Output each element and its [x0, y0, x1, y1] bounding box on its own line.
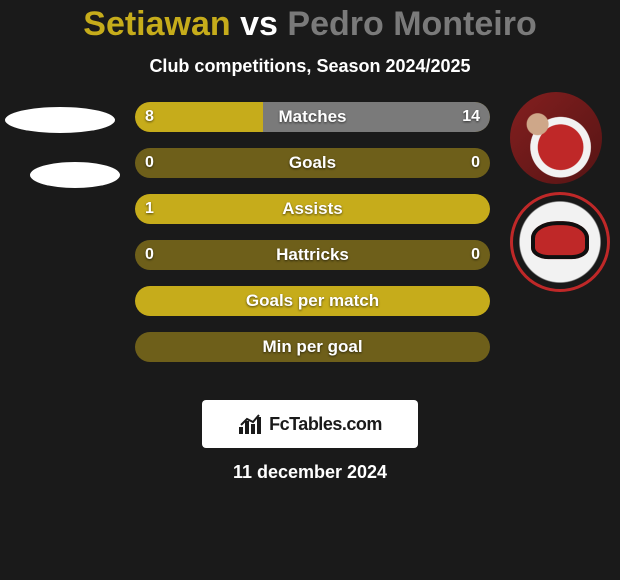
- stat-bars: 814Matches 00Goals 1Assists 00Hattricks Goal…: [135, 102, 490, 378]
- stat-bar-row: Goals per match: [135, 286, 490, 316]
- stat-label: Hattricks: [135, 245, 490, 265]
- white-ellipse: [5, 107, 115, 133]
- stat-bar-row: 814Matches: [135, 102, 490, 132]
- stats-area: 814Matches 00Goals 1Assists 00Hattricks Goal…: [0, 102, 620, 392]
- stat-label: Min per goal: [135, 337, 490, 357]
- vs-text: vs: [240, 5, 278, 43]
- comparison-infographic: Setiawan vs Pedro Monteiro Club competit…: [0, 0, 620, 580]
- stat-label: Assists: [135, 199, 490, 219]
- stat-label: Matches: [135, 107, 490, 127]
- main-title: Setiawan vs Pedro Monteiro: [0, 5, 620, 44]
- date-text: 11 december 2024: [0, 462, 620, 483]
- stat-bar-row: 00Hattricks: [135, 240, 490, 270]
- watermark-box: FcTables.com: [202, 400, 418, 448]
- watermark-text: FcTables.com: [269, 414, 382, 435]
- white-ellipse: [30, 162, 120, 188]
- player2-name: Pedro Monteiro: [287, 5, 536, 43]
- stat-bar-row: 00Goals: [135, 148, 490, 178]
- stat-label: Goals: [135, 153, 490, 173]
- fctables-icon: [238, 413, 264, 435]
- stat-bar-row: 1Assists: [135, 194, 490, 224]
- player1-name: Setiawan: [83, 5, 230, 43]
- club-crest-circle: [510, 192, 610, 292]
- player-photo-circle: [510, 92, 602, 184]
- subtitle: Club competitions, Season 2024/2025: [0, 56, 620, 77]
- stat-label: Goals per match: [135, 291, 490, 311]
- stat-bar-row: Min per goal: [135, 332, 490, 362]
